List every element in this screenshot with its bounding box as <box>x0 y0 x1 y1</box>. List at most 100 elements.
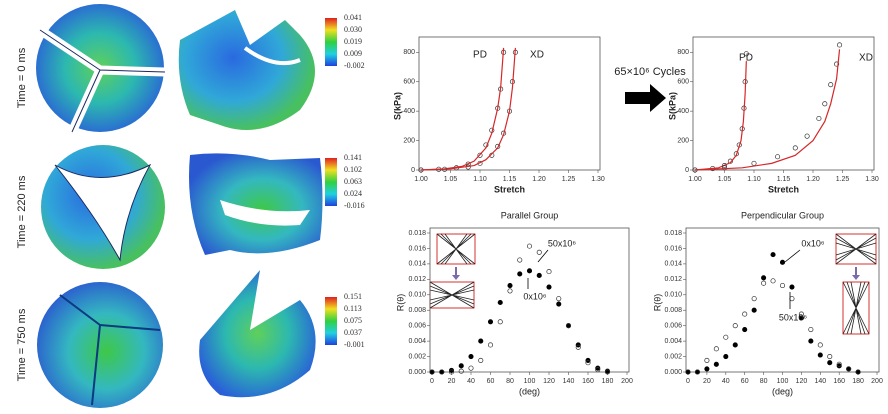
x-tick-label: 80 <box>760 378 768 385</box>
y-tick-label: 0.014 <box>664 261 682 268</box>
colorbar-label: 0.030 <box>344 25 362 34</box>
y-axis-label: R(θ) <box>395 294 405 312</box>
y-tick-label: 0.016 <box>664 245 682 252</box>
data-point <box>487 319 494 325</box>
x-tick-label: 160 <box>582 378 594 385</box>
y-tick-label: 200 <box>403 137 415 144</box>
y-tick-label: 0.004 <box>664 338 682 345</box>
x-tick-label: 100 <box>524 378 536 385</box>
data-point <box>507 282 513 289</box>
x-tick-label: 1.00 <box>688 176 702 183</box>
time-label: Time = 750 ms <box>16 308 28 381</box>
annotation: 50x10⁶ <box>548 238 577 248</box>
data-point <box>685 369 691 375</box>
fit-line <box>694 61 747 171</box>
annotation: 50x10⁶ <box>779 312 808 322</box>
data-point <box>497 319 503 325</box>
data-point <box>477 152 483 158</box>
time-label: Time = 220 ms <box>16 175 28 248</box>
y-tick-label: 0.018 <box>664 230 682 237</box>
data-point <box>585 360 591 366</box>
annotation-arrow <box>784 249 801 263</box>
data-point <box>546 269 552 275</box>
x-tick-label: 1.10 <box>473 176 487 183</box>
data-point <box>448 369 455 375</box>
fiber-inset <box>429 233 476 309</box>
data-point <box>836 42 843 48</box>
x-tick-label: 20 <box>703 378 711 385</box>
colorbar <box>325 297 337 345</box>
x-axis-label: Stretch <box>494 184 525 194</box>
x-tick-label: 180 <box>602 378 614 385</box>
data-point <box>507 288 513 294</box>
data-point <box>822 101 828 107</box>
x-tick-label: 100 <box>777 378 789 385</box>
y-axis-label: R(θ) <box>652 294 662 312</box>
data-point <box>732 342 738 348</box>
data-point <box>526 268 533 274</box>
annotation: XD <box>859 53 873 64</box>
data-point <box>536 272 542 279</box>
data-point <box>458 363 464 369</box>
x-tick-label: 180 <box>852 378 864 385</box>
colorbar-label: 0.019 <box>344 37 362 46</box>
data-point <box>565 323 572 329</box>
x-tick-label: 60 <box>487 378 495 385</box>
valve-render <box>37 270 316 408</box>
colorbar <box>325 158 337 206</box>
y-tick-label: 0.008 <box>408 307 426 314</box>
data-point <box>468 354 474 360</box>
y-tick-label: 0.000 <box>408 369 426 376</box>
x-axis-label: Stretch <box>768 184 799 194</box>
data-point <box>836 363 842 369</box>
data-point <box>846 366 852 372</box>
data-point <box>517 257 523 263</box>
annotation: 0x10⁶ <box>523 291 547 301</box>
y-tick-label: 0.010 <box>664 292 682 299</box>
data-point <box>804 133 810 139</box>
x-tick-label: 1.15 <box>503 176 517 183</box>
colorbar-label: 0.113 <box>344 304 362 313</box>
data-point <box>556 301 562 307</box>
data-point <box>595 365 601 371</box>
x-tick-label: 0 <box>686 378 690 385</box>
fiber-inset <box>835 233 877 335</box>
x-tick-label: 1.05 <box>718 176 732 183</box>
x-tick-label: 120 <box>796 378 808 385</box>
y-tick-label: 200 <box>677 137 689 144</box>
y-tick-label: 0.012 <box>664 276 682 283</box>
data-point <box>458 368 464 374</box>
valve-render <box>36 4 315 134</box>
data-point <box>779 282 786 289</box>
x-tick-label: 40 <box>722 378 730 385</box>
data-point <box>779 259 786 265</box>
time-label: Time = 0 ms <box>16 47 28 108</box>
colorbar-label: 0.075 <box>344 316 362 325</box>
arrow <box>625 84 666 112</box>
y-tick-label: 0 <box>411 167 415 174</box>
colorbar-label: 0.151 <box>344 292 362 301</box>
data-point <box>789 284 795 290</box>
x-tick-label: 1.25 <box>562 176 576 183</box>
fit-line <box>420 47 505 171</box>
data-point <box>595 367 601 373</box>
colorbar-label: 0.041 <box>344 13 362 22</box>
data-point <box>834 61 840 67</box>
data-point <box>817 352 823 358</box>
data-point <box>789 296 795 302</box>
data-point <box>487 342 494 348</box>
data-point <box>713 361 719 367</box>
x-tick-label: 60 <box>741 378 749 385</box>
data-point <box>713 346 719 352</box>
colorbar-label: 0.024 <box>344 189 362 198</box>
colorbar-label: 0.037 <box>344 328 362 337</box>
x-tick-label: 1.15 <box>777 176 791 183</box>
colorbar-label: -0.016 <box>344 201 365 210</box>
data-point <box>743 51 749 57</box>
data-point <box>468 365 474 371</box>
y-tick-label: 600 <box>403 79 415 86</box>
colorbar-label: 0.141 <box>344 153 362 162</box>
x-tick-label: 40 <box>467 378 475 385</box>
y-tick-label: 0.006 <box>408 323 426 330</box>
